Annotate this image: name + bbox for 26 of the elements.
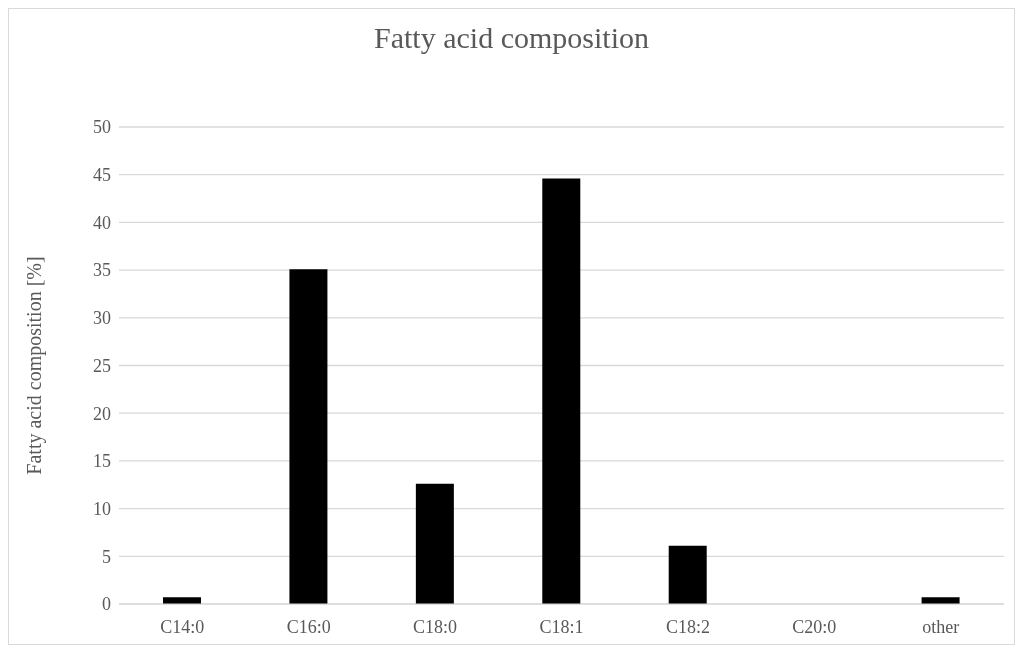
- y-tick-label: 50: [93, 117, 111, 138]
- y-tick-label: 35: [93, 260, 111, 281]
- x-tick-label: C14:0: [160, 616, 205, 637]
- x-tick-label: C18:2: [665, 616, 710, 637]
- bar: [415, 483, 454, 604]
- y-tick-label: 30: [93, 308, 111, 329]
- bar: [668, 545, 707, 604]
- y-tick-label: 40: [93, 212, 111, 233]
- y-tick-label: 15: [93, 451, 111, 472]
- x-tick-label: C20:0: [792, 616, 837, 637]
- bar: [542, 178, 581, 604]
- x-tick-label: C18:1: [539, 616, 584, 637]
- x-tick-label: C18:0: [413, 616, 458, 637]
- y-tick-label: 0: [102, 594, 111, 615]
- y-tick-label: 45: [93, 165, 111, 186]
- chart-title: Fatty acid composition: [373, 21, 650, 55]
- bar: [921, 597, 960, 604]
- y-tick-label: 5: [102, 546, 111, 567]
- y-axis-title: Fatty acid composition [%]: [23, 256, 47, 475]
- bar: [163, 597, 201, 604]
- x-tick-label: other: [922, 616, 960, 637]
- x-tick-label: C16:0: [286, 616, 331, 637]
- y-tick-label: 25: [93, 355, 111, 376]
- y-tick-label: 10: [93, 498, 111, 519]
- y-tick-label: 20: [93, 403, 111, 424]
- bar: [289, 269, 328, 604]
